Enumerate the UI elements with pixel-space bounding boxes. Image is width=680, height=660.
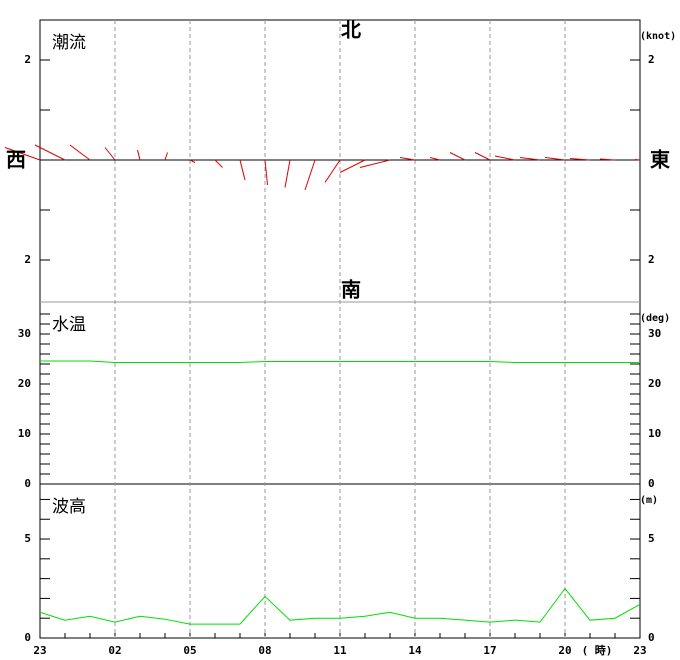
x-tick-label: 02 <box>108 644 121 657</box>
direction-east: 東 <box>650 148 670 172</box>
current-vector <box>189 159 196 163</box>
current-vector <box>429 157 441 161</box>
x-tick-label: 08 <box>258 644 271 657</box>
y-tick-label: 2 <box>24 53 31 66</box>
y-tick-label: 10 <box>18 427 31 440</box>
current-vector <box>304 159 316 191</box>
direction-north: 北 <box>341 18 361 42</box>
current-vector <box>104 147 116 161</box>
x-tick-label: 17 <box>483 644 496 657</box>
x-tick-label: 23 <box>633 644 646 657</box>
current-vector <box>399 157 416 161</box>
unit-label: (m) <box>640 495 658 506</box>
panel-title: 潮流 <box>52 33 86 53</box>
y-tick-label: 2 <box>648 253 655 266</box>
current-vector <box>284 159 291 188</box>
current-vector <box>569 158 591 161</box>
x-tick-label: 20 <box>558 644 571 657</box>
x-tick-label: 14 <box>408 644 422 657</box>
y-tick-label: 0 <box>24 631 31 644</box>
panel-title: 波高 <box>52 497 86 517</box>
y-tick-label: 30 <box>648 327 661 340</box>
current-vector <box>137 149 141 161</box>
panel-title: 水温 <box>52 315 86 335</box>
current-vector <box>34 144 66 161</box>
current-vector <box>599 158 616 161</box>
y-tick-label: 0 <box>648 631 655 644</box>
unit-label: (deg) <box>640 313 670 324</box>
current-vector <box>634 159 641 161</box>
current-vector <box>339 159 366 173</box>
y-tick-label: 10 <box>648 427 661 440</box>
y-tick-label: 2 <box>648 53 655 66</box>
current-vector <box>164 152 168 161</box>
current-vector <box>474 152 491 161</box>
current-vector <box>264 159 268 186</box>
direction-south: 南 <box>341 278 361 302</box>
current-vector <box>544 157 566 161</box>
current-vector <box>239 159 246 181</box>
y-tick-label: 0 <box>24 477 31 490</box>
current-vector <box>359 159 391 168</box>
current-vector <box>214 159 223 168</box>
y-tick-label: 20 <box>648 377 661 390</box>
x-unit: ( 時) <box>582 643 613 657</box>
current-vector <box>519 157 541 161</box>
x-tick-label: 05 <box>183 644 196 657</box>
current-vector <box>69 144 91 161</box>
y-tick-label: 2 <box>24 253 31 266</box>
x-tick-label: 23 <box>33 644 46 657</box>
current-vector <box>324 159 341 183</box>
x-tick-label: 11 <box>333 644 347 657</box>
y-tick-label: 5 <box>24 532 31 545</box>
y-tick-label: 0 <box>648 477 655 490</box>
direction-west: 西 <box>6 148 26 172</box>
unit-label: (knot) <box>640 31 676 42</box>
data-line <box>39 587 641 625</box>
current-vector <box>494 155 516 161</box>
current-vector <box>4 147 41 161</box>
y-tick-label: 30 <box>18 327 31 340</box>
y-tick-label: 20 <box>18 377 31 390</box>
current-vector <box>449 152 466 161</box>
data-line <box>40 360 640 363</box>
y-tick-label: 5 <box>648 532 655 545</box>
